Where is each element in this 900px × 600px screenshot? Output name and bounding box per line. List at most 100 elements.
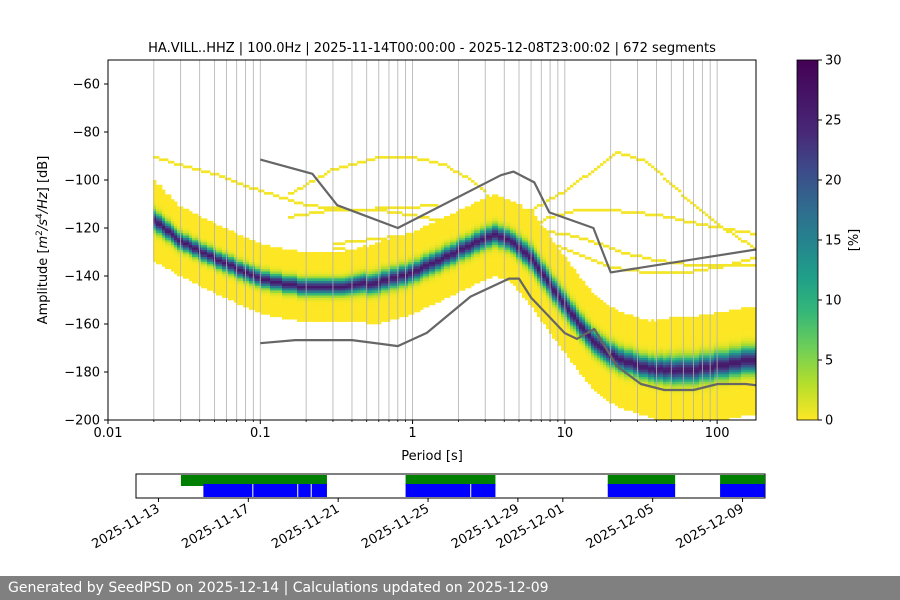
heatmap-cell [561,192,565,195]
heatmap-cell [357,240,361,243]
heatmap-cell [177,266,181,270]
heatmap-cell [486,220,490,224]
heatmap-cell [576,326,580,330]
heatmap-cell [192,280,196,284]
heatmap-cell [180,261,184,265]
heatmap-cell [534,256,538,260]
heatmap-cell [477,252,481,255]
heatmap-cell [297,300,301,303]
heatmap-cell [573,333,577,337]
heatmap-cell [399,240,403,243]
heatmap-cell [564,336,568,339]
heatmap-cell [516,278,520,282]
heatmap-cell [372,302,376,306]
heatmap-cell [237,237,241,241]
heatmap-cell [564,189,568,193]
heatmap-cell [546,278,550,282]
heatmap-cell [432,160,436,164]
heatmap-cell [318,302,322,306]
heatmap-cell [435,230,439,234]
heatmap-cell [408,271,412,274]
heatmap-cell [408,307,412,310]
heatmap-cell [210,235,214,238]
heatmap-cell [498,276,502,279]
heatmap-cell [231,249,235,253]
heatmap-cell [291,283,295,286]
heatmap-cell [261,295,265,298]
heatmap-cell [381,290,385,294]
heatmap-cell [348,309,352,313]
heatmap-cell [567,331,571,334]
heatmap-cell [426,300,430,303]
heatmap-cell [381,316,385,320]
heatmap-cell [576,309,580,313]
heatmap-cell [570,352,574,356]
heatmap-cell [339,268,343,272]
heatmap-cell [261,288,265,291]
heatmap-cell [576,273,580,277]
heatmap-cell [420,288,424,291]
heatmap-cell [357,292,361,296]
heatmap-cell [345,292,349,296]
heatmap-cell [414,235,418,238]
heatmap-cell [234,292,238,296]
heatmap-cell [246,292,250,296]
heatmap-cell [303,278,307,282]
heatmap-cell [219,261,223,265]
heatmap-cell [372,300,376,303]
heatmap-cell [228,232,232,236]
heatmap-cell [276,302,280,306]
heatmap-cell [393,307,397,310]
heatmap-cell [552,312,556,315]
heatmap-cell [216,285,220,289]
heatmap-cell [570,271,574,274]
heatmap-cell [339,292,343,296]
heatmap-cell [537,235,541,238]
heatmap-cell [573,292,577,296]
heatmap-cell [570,338,574,342]
heatmap-cell [537,259,541,262]
heatmap-cell [153,235,157,238]
heatmap-cell [168,160,172,164]
heatmap-cell [528,225,532,229]
heatmap-cell [465,232,469,236]
heatmap-cell [357,208,361,212]
heatmap-cell [240,261,244,265]
heatmap-cell [333,307,337,310]
heatmap-cell [321,254,325,258]
heatmap-cell [354,271,358,274]
heatmap-cell [429,244,433,248]
heatmap-cell [207,259,211,262]
heatmap-cell [291,314,295,318]
heatmap-cell [270,278,274,282]
heatmap-cell [183,244,187,248]
heatmap-cell [471,280,475,284]
heatmap-cell [285,285,289,289]
heatmap-cell [183,242,187,246]
heatmap-cell [180,230,184,234]
heatmap-cell [237,259,241,262]
heatmap-cell [375,252,379,255]
heatmap-cell [408,276,412,279]
heatmap-cell [375,307,379,310]
heatmap-cell [453,220,457,224]
heatmap-cell [228,177,232,181]
heatmap-cell [492,268,496,272]
heatmap-cell [558,292,562,296]
heatmap-cell [189,249,193,253]
heatmap-cell [444,235,448,238]
heatmap-cell [336,276,340,279]
heatmap-cell [261,307,265,310]
heatmap-cell [489,218,493,222]
heatmap-cell [510,218,514,222]
heatmap-cell [555,336,559,339]
heatmap-cell [510,225,514,229]
heatmap-cell [483,240,487,243]
heatmap-cell [237,266,241,270]
heatmap-cell [474,218,478,222]
heatmap-cell [441,264,445,267]
heatmap-cell [567,321,571,325]
heatmap-cell [525,259,529,262]
heatmap-cell [402,312,406,315]
heatmap-cell [327,170,331,174]
